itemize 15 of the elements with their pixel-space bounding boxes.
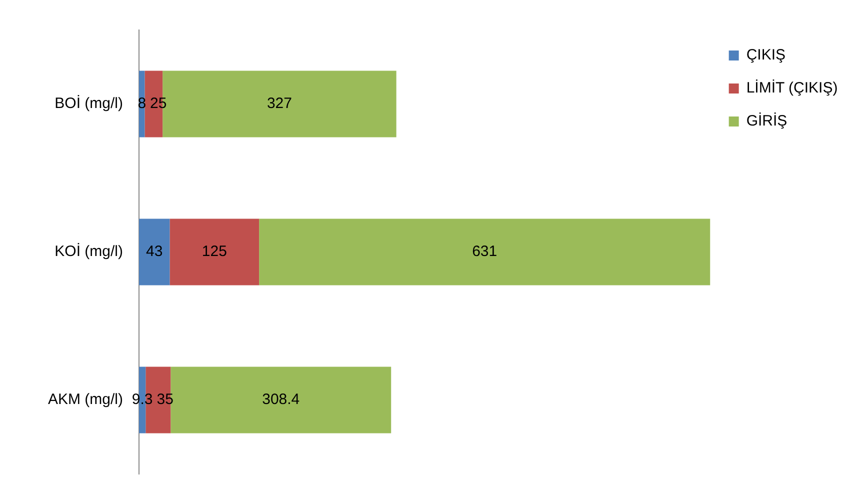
legend-label: LİMİT (ÇIKIŞ) — [746, 78, 838, 97]
bar — [170, 218, 260, 286]
data-label: 327 — [266, 95, 292, 112]
bar — [139, 218, 170, 286]
data-label: 125 — [202, 243, 227, 260]
bar — [259, 218, 710, 286]
y-tick-label: KOİ (mg/l) — [54, 242, 123, 260]
data-label: 9.3 — [132, 391, 153, 408]
y-tick-label: BOİ (mg/l) — [54, 94, 123, 112]
data-label: 43 — [146, 243, 163, 260]
y-tick-label: AKM (mg/l) — [48, 391, 124, 408]
data-label: 308.4 — [262, 391, 300, 408]
legend-label: GİRİŞ — [746, 112, 788, 130]
legend-label: ÇIKIŞ — [746, 46, 786, 64]
data-label: 631 — [472, 243, 498, 260]
